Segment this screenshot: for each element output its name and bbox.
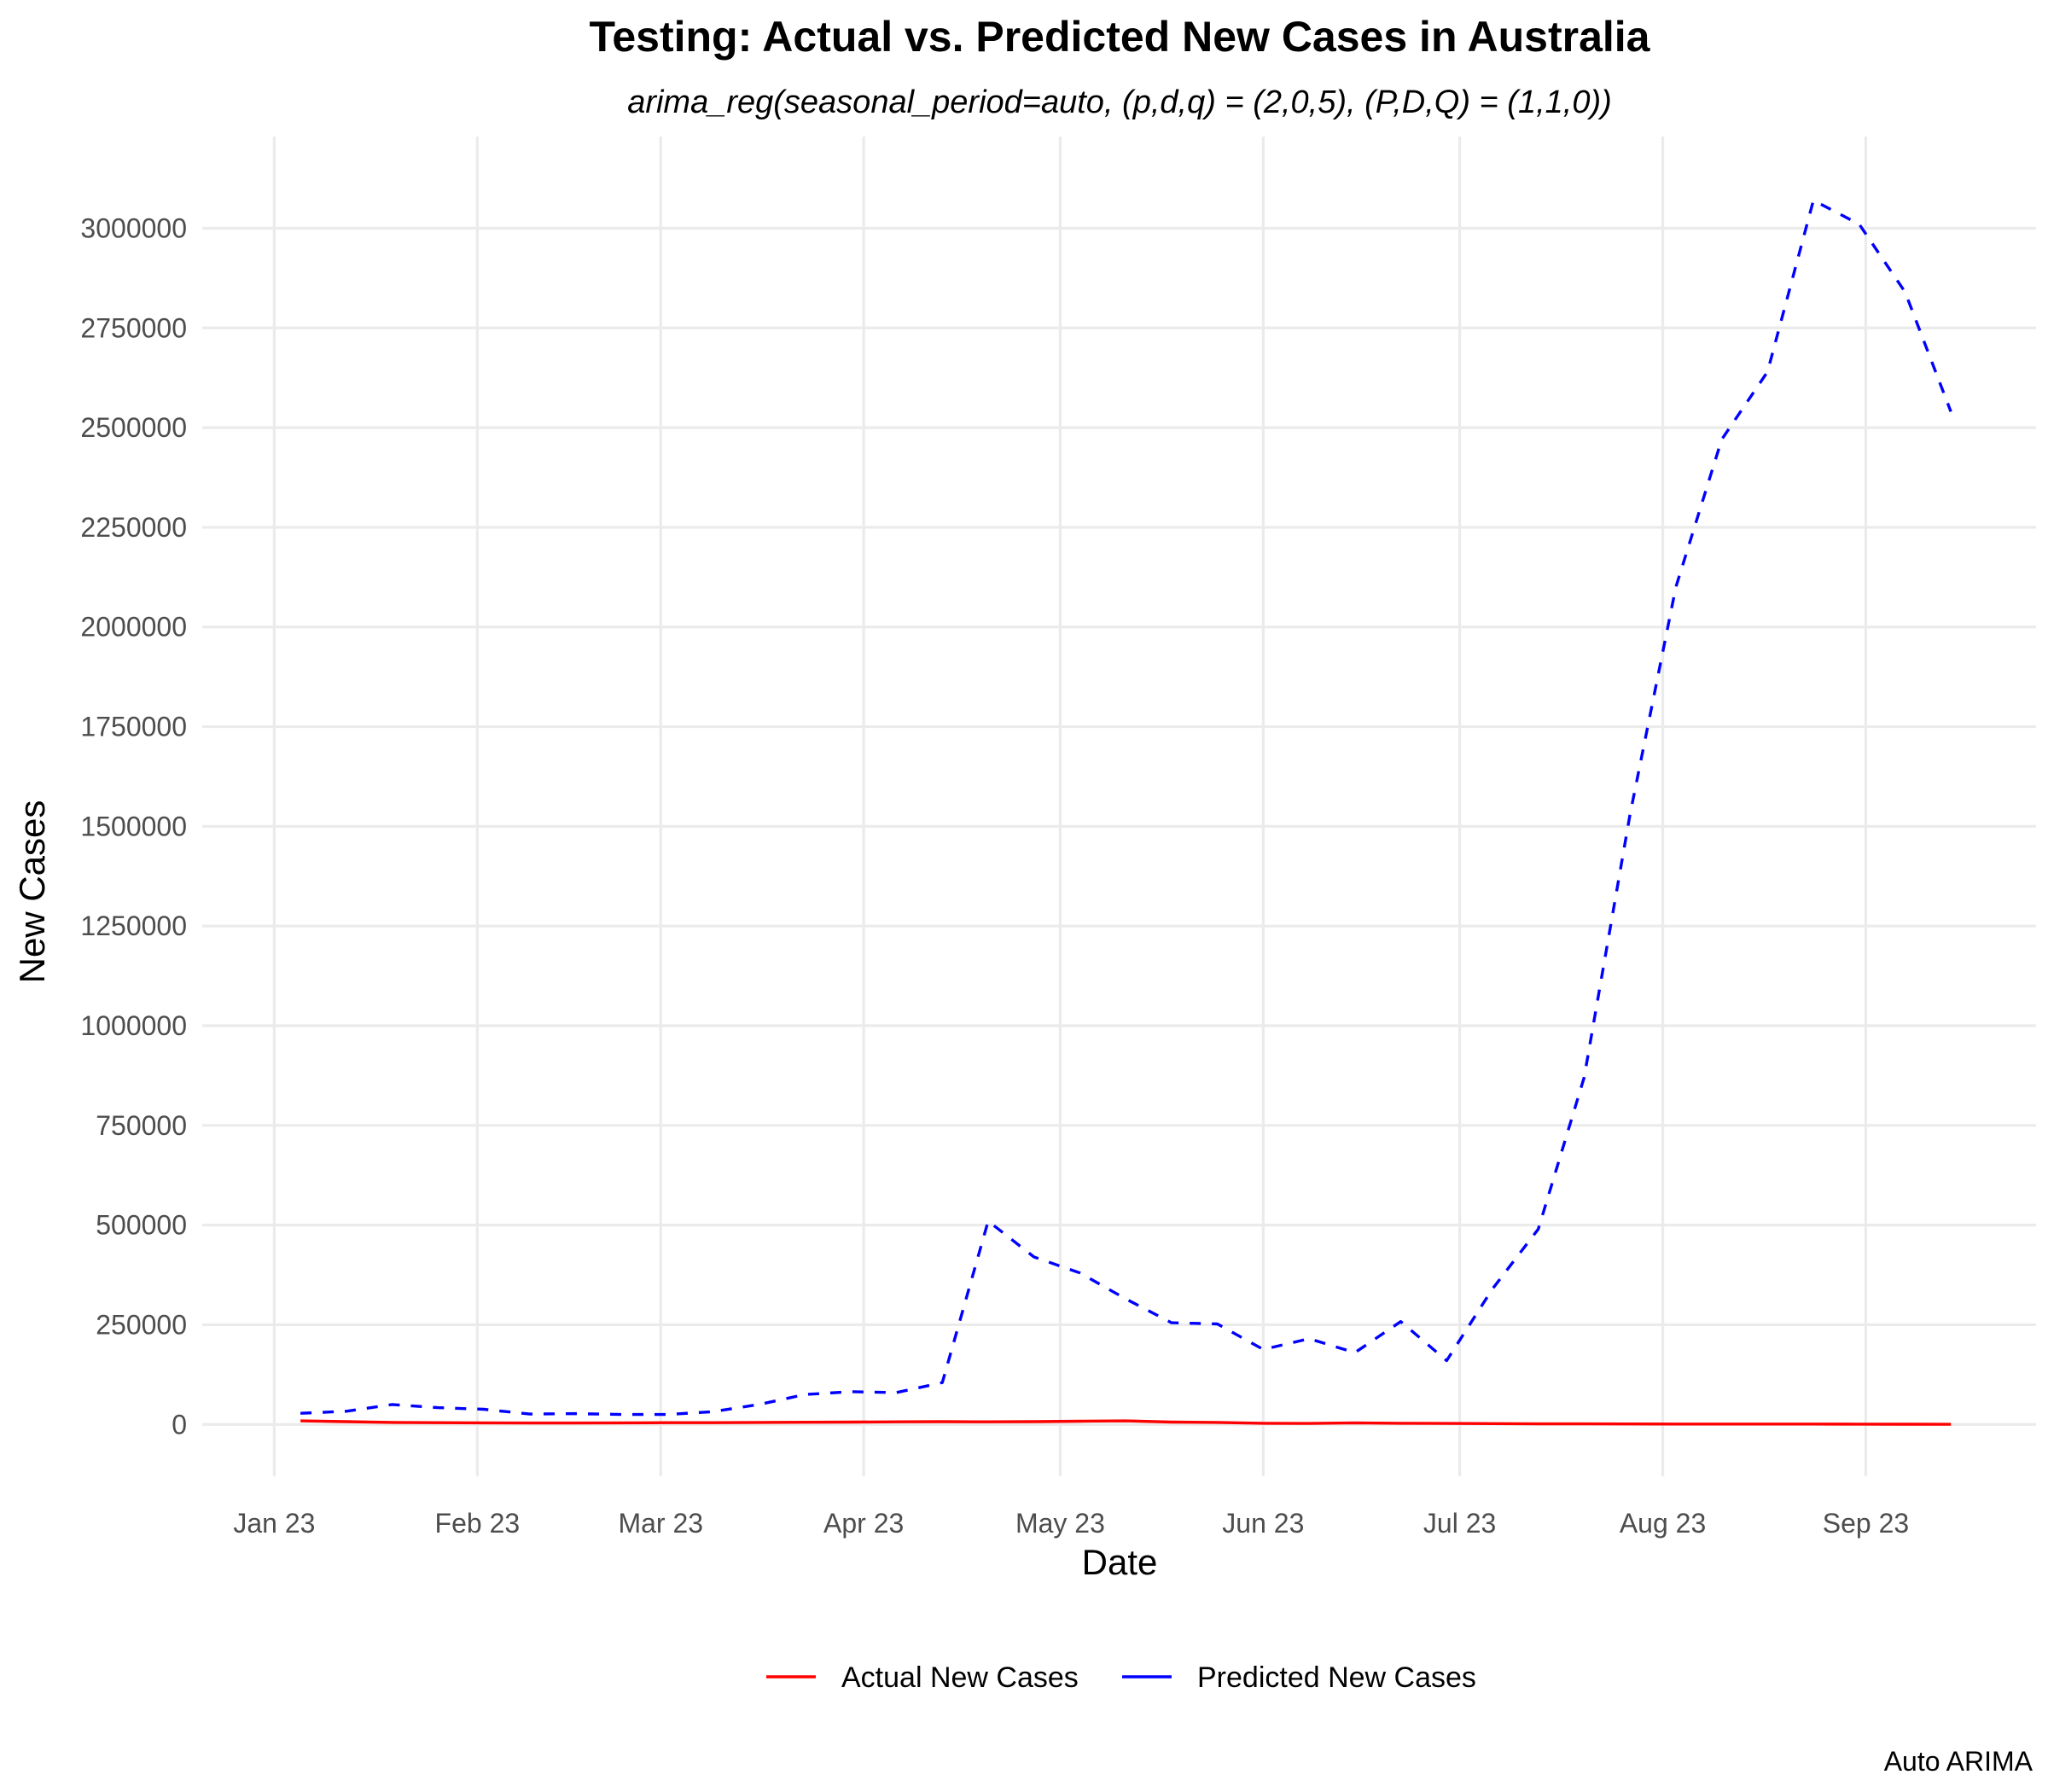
y-tick-label: 1500000 xyxy=(80,811,187,841)
chart-title: Testing: Actual vs. Predicted New Cases … xyxy=(590,13,1651,61)
y-tick-label: 2000000 xyxy=(80,612,187,643)
y-tick-label: 2500000 xyxy=(80,412,187,443)
legend-label-actual: Actual New Cases xyxy=(841,1661,1079,1694)
x-tick-labels: Jan 23 Feb 23 Mar 23 Apr 23 May 23 Jun 23 Jul … xyxy=(233,1508,1909,1539)
x-tick-label: Feb 23 xyxy=(435,1508,521,1539)
legend-label-predicted: Predicted New Cases xyxy=(1197,1661,1476,1694)
series-layer xyxy=(300,199,1952,1426)
x-tick-label: Mar 23 xyxy=(618,1508,703,1539)
y-tick-label: 1750000 xyxy=(80,712,187,742)
chart-subtitle: arima_reg(seasonal_period=auto, (p,d,q) … xyxy=(627,84,1612,120)
y-tick-label: 1000000 xyxy=(80,1010,187,1041)
x-tick-label: Sep 23 xyxy=(1823,1508,1909,1539)
y-tick-label: 3000000 xyxy=(80,212,187,243)
x-tick-label: Aug 23 xyxy=(1620,1508,1706,1539)
x-axis-title: Date xyxy=(1082,1542,1158,1582)
y-tick-label: 2750000 xyxy=(80,312,187,343)
y-gridlines xyxy=(202,226,2036,1426)
predicted-series-line xyxy=(300,199,1952,1417)
y-tick-label: 1250000 xyxy=(80,911,187,941)
y-tick-label: 250000 xyxy=(96,1309,187,1340)
chart-caption: Auto ARIMA xyxy=(1884,1746,2033,1777)
y-tick-label: 2250000 xyxy=(80,512,187,543)
y-tick-label: 750000 xyxy=(96,1110,187,1141)
actual-series-line xyxy=(300,1419,1952,1426)
y-tick-labels: 0 250000 500000 750000 1000000 1250000 1500000… xyxy=(80,212,187,1440)
legend: Actual New Cases Predicted New Cases xyxy=(766,1661,1476,1694)
x-tick-label: Jan 23 xyxy=(233,1508,315,1539)
x-gridlines xyxy=(272,137,1868,1476)
x-tick-label: Apr 23 xyxy=(823,1508,904,1539)
x-tick-label: Jul 23 xyxy=(1423,1508,1496,1539)
y-axis-title: New Cases xyxy=(12,800,52,984)
x-tick-label: Jun 23 xyxy=(1222,1508,1304,1539)
y-tick-label: 0 xyxy=(172,1409,187,1440)
y-tick-label: 500000 xyxy=(96,1210,187,1241)
x-tick-label: May 23 xyxy=(1015,1508,1105,1539)
